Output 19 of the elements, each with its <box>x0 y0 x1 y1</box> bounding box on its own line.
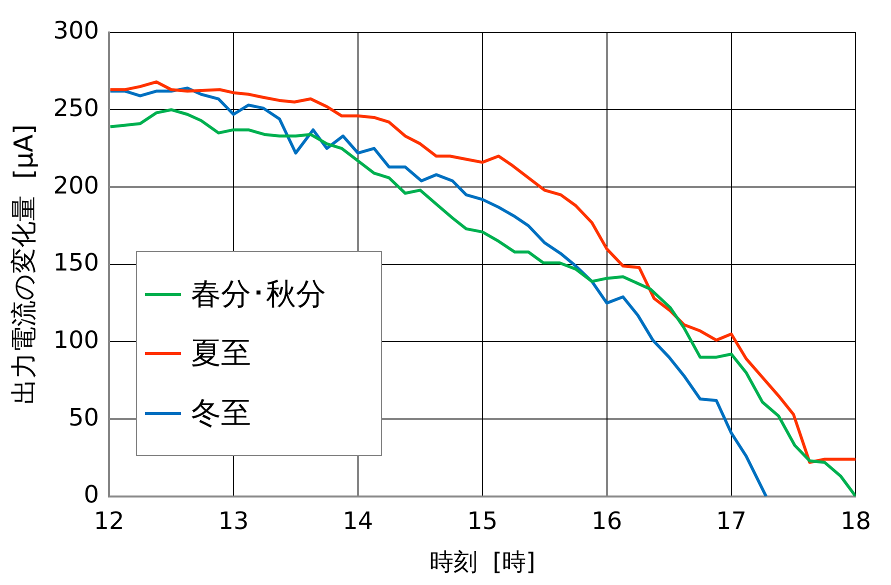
y-tick-label: 150 <box>53 248 100 277</box>
x-tick-label: 17 <box>716 507 747 536</box>
x-tick-label: 15 <box>467 507 498 536</box>
y-tick-label: 300 <box>53 16 100 45</box>
y-tick-label: 200 <box>53 171 100 200</box>
y-tick-label: 0 <box>84 480 100 509</box>
legend-label: 冬至 <box>191 395 251 434</box>
y-tick-label: 100 <box>53 326 100 354</box>
y-tick-label: 50 <box>68 403 100 432</box>
x-tick-label: 13 <box>218 507 249 536</box>
x-tick-label: 12 <box>94 507 124 536</box>
y-axis-title: 出力電流の変化量 [μA] <box>9 124 40 404</box>
x-tick-label: 18 <box>840 507 872 536</box>
legend-label: 春分･秋分 <box>191 276 326 314</box>
x-tick-label: 16 <box>592 507 622 536</box>
x-tick-label: 14 <box>342 507 374 536</box>
y-tick-label: 250 <box>53 94 100 122</box>
x-axis-title: 時刻 [時] <box>429 548 536 576</box>
legend-label: 夏至 <box>191 335 251 374</box>
